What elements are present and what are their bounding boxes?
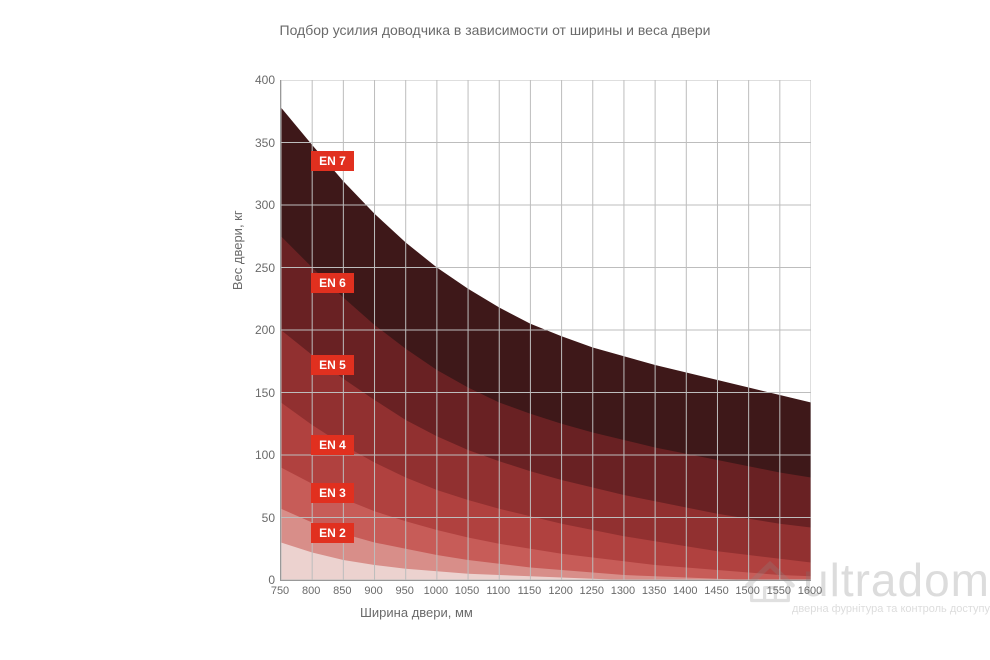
x-tick: 1250 <box>580 585 604 597</box>
chart-container: Вес двери, кг Ширина двери, мм 050100150… <box>240 80 810 630</box>
watermark-text: ultradom <box>803 553 990 607</box>
x-tick: 750 <box>271 585 289 597</box>
x-tick: 1050 <box>455 585 479 597</box>
series-label-en2: EN 2 <box>311 523 354 543</box>
y-tick: 100 <box>235 448 275 462</box>
x-tick: 1500 <box>735 585 759 597</box>
x-axis-label: Ширина двери, мм <box>280 605 890 620</box>
series-label-en5: EN 5 <box>311 355 354 375</box>
x-tick: 1100 <box>486 585 510 597</box>
y-tick: 50 <box>235 511 275 525</box>
x-tick: 850 <box>333 585 351 597</box>
x-tick: 1550 <box>767 585 791 597</box>
series-label-en4: EN 4 <box>311 435 354 455</box>
chart-svg <box>281 80 811 580</box>
x-tick: 800 <box>302 585 320 597</box>
series-label-en6: EN 6 <box>311 273 354 293</box>
x-tick: 1450 <box>704 585 728 597</box>
y-tick: 400 <box>235 73 275 87</box>
chart-title: Подбор усилия доводчика в зависимости от… <box>0 22 990 38</box>
x-tick: 1000 <box>424 585 448 597</box>
y-tick: 200 <box>235 323 275 337</box>
x-tick: 1600 <box>798 585 822 597</box>
x-tick: 950 <box>396 585 414 597</box>
x-tick: 900 <box>364 585 382 597</box>
y-tick: 0 <box>235 573 275 587</box>
y-tick: 250 <box>235 261 275 275</box>
x-tick: 1400 <box>673 585 697 597</box>
series-label-en7: EN 7 <box>311 151 354 171</box>
x-tick: 1300 <box>611 585 635 597</box>
plot-area <box>280 80 811 581</box>
y-tick: 150 <box>235 386 275 400</box>
series-label-en3: EN 3 <box>311 483 354 503</box>
y-axis-label: Вес двери, кг <box>230 210 245 290</box>
y-tick: 350 <box>235 136 275 150</box>
y-tick: 300 <box>235 198 275 212</box>
x-tick: 1200 <box>548 585 572 597</box>
x-tick: 1350 <box>642 585 666 597</box>
x-tick: 1150 <box>518 585 542 597</box>
